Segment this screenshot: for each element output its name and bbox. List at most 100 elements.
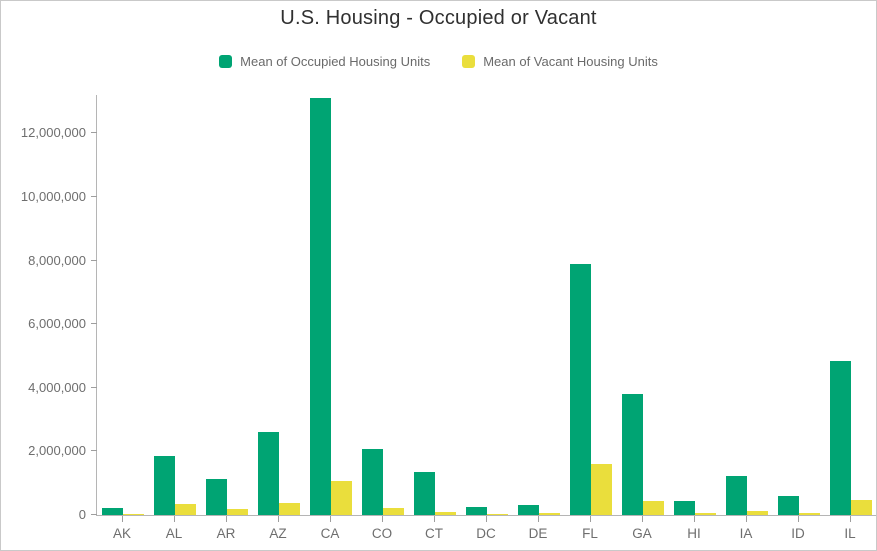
x-labels-row: AK AL AR AZ CA CO CT DC DE FL GA HI IA ID IL (96, 516, 876, 541)
y-tick-label: 0 (78, 507, 86, 522)
x-category-DC: DC (460, 516, 512, 541)
x-axis-label: CO (371, 526, 393, 541)
bar-vacant-AR[interactable] (227, 509, 248, 515)
y-tick-mark (91, 132, 97, 134)
x-axis-label: CT (425, 526, 443, 541)
bar-group-IL (825, 95, 876, 515)
x-tick-mark (329, 516, 331, 522)
x-axis-label: DC (476, 526, 496, 541)
x-tick-mark (797, 516, 799, 522)
bar-vacant-IL[interactable] (851, 500, 872, 515)
bar-group-FL (565, 95, 617, 515)
bar-vacant-ID[interactable] (799, 512, 820, 515)
y-tick-label: 2,000,000 (28, 443, 86, 459)
y-tick-label: 6,000,000 (28, 316, 86, 332)
x-category-AZ: AZ (252, 516, 304, 541)
x-tick-mark (173, 516, 175, 522)
x-category-CT: CT (408, 516, 460, 541)
bar-occupied-FL[interactable] (570, 263, 591, 515)
x-tick-mark (433, 516, 435, 522)
bar-occupied-IA[interactable] (726, 475, 747, 515)
bar-occupied-ID[interactable] (778, 495, 799, 515)
bar-group-HI (669, 95, 721, 515)
bar-group-DE (513, 95, 565, 515)
x-tick-mark (225, 516, 227, 522)
legend-swatch-vacant-icon (462, 55, 476, 68)
x-axis-label: IA (739, 526, 753, 541)
bar-vacant-AK[interactable] (123, 513, 144, 515)
x-category-DE: DE (512, 516, 564, 541)
y-tick-label: 12,000,000 (20, 125, 86, 141)
bar-group-AR (201, 95, 253, 515)
x-axis-label: GA (632, 526, 652, 541)
x-axis-label: ID (791, 526, 805, 541)
bar-group-IA (721, 95, 773, 515)
y-tick-mark (91, 259, 97, 261)
bar-vacant-AZ[interactable] (279, 503, 300, 515)
x-category-HI: HI (668, 516, 720, 541)
bar-occupied-IL[interactable] (830, 360, 851, 515)
x-tick-mark (693, 516, 695, 522)
x-tick-mark (849, 516, 851, 522)
legend-item-vacant[interactable]: Mean of Vacant Housing Units (462, 54, 658, 69)
x-tick-mark (121, 516, 123, 522)
bar-group-AZ (253, 95, 305, 515)
bar-occupied-AK[interactable] (102, 507, 123, 515)
x-tick-mark (745, 516, 747, 522)
x-category-FL: FL (564, 516, 616, 541)
legend-swatch-occupied-icon (219, 55, 233, 68)
x-tick-mark (277, 516, 279, 522)
legend-item-occupied[interactable]: Mean of Occupied Housing Units (219, 54, 430, 69)
y-tick-mark (91, 323, 97, 325)
x-category-IA: IA (720, 516, 772, 541)
x-category-AK: AK (96, 516, 148, 541)
bar-occupied-CT[interactable] (414, 471, 435, 515)
bar-vacant-DE[interactable] (539, 513, 560, 515)
bar-vacant-CT[interactable] (435, 511, 456, 515)
x-axis-label: HI (687, 526, 701, 541)
x-axis-label: AK (112, 526, 131, 541)
x-axis-label: DE (528, 526, 548, 541)
bar-group-GA (617, 95, 669, 515)
legend: Mean of Occupied Housing Units Mean of V… (1, 54, 876, 69)
y-tick-mark (91, 195, 97, 197)
bar-group-CT (409, 95, 461, 515)
x-axis-label: AL (165, 526, 183, 541)
bar-occupied-GA[interactable] (622, 394, 643, 515)
x-axis-label: FL (582, 526, 598, 541)
x-tick-mark (589, 516, 591, 522)
bar-vacant-CO[interactable] (383, 508, 404, 515)
chart-title: U.S. Housing - Occupied or Vacant (280, 7, 597, 29)
x-axis-label: CA (320, 526, 340, 541)
bar-occupied-CO[interactable] (362, 448, 383, 515)
bar-occupied-DC[interactable] (466, 506, 487, 515)
x-tick-mark (381, 516, 383, 522)
y-tick-mark (91, 514, 97, 515)
plot-area: 0 2,000,000 4,000,000 6,000,000 8,000,000 10,… (21, 95, 876, 522)
bar-occupied-AZ[interactable] (258, 432, 279, 515)
bar-vacant-IA[interactable] (747, 511, 768, 515)
bar-occupied-AR[interactable] (206, 479, 227, 515)
x-axis-label: AZ (269, 526, 287, 541)
bar-vacant-AL[interactable] (175, 503, 196, 515)
x-category-CO: CO (356, 516, 408, 541)
bar-occupied-CA[interactable] (310, 98, 331, 515)
x-axis-label: IL (844, 526, 856, 541)
y-tick-mark (91, 450, 97, 452)
bar-group-CA (305, 95, 357, 515)
bar-vacant-FL[interactable] (591, 464, 612, 515)
bars-row (97, 95, 876, 515)
bar-vacant-HI[interactable] (695, 512, 716, 515)
x-tick-mark (641, 516, 643, 522)
y-tick-label: 8,000,000 (28, 252, 86, 268)
bar-occupied-AL[interactable] (154, 456, 175, 515)
x-axis-label: AR (216, 526, 236, 541)
bar-vacant-DC[interactable] (487, 514, 508, 515)
bar-vacant-CA[interactable] (331, 480, 352, 515)
x-category-AR: AR (200, 516, 252, 541)
bar-occupied-HI[interactable] (674, 501, 695, 515)
x-category-GA: GA (616, 516, 668, 541)
bar-vacant-GA[interactable] (643, 500, 664, 515)
bar-occupied-DE[interactable] (518, 504, 539, 515)
